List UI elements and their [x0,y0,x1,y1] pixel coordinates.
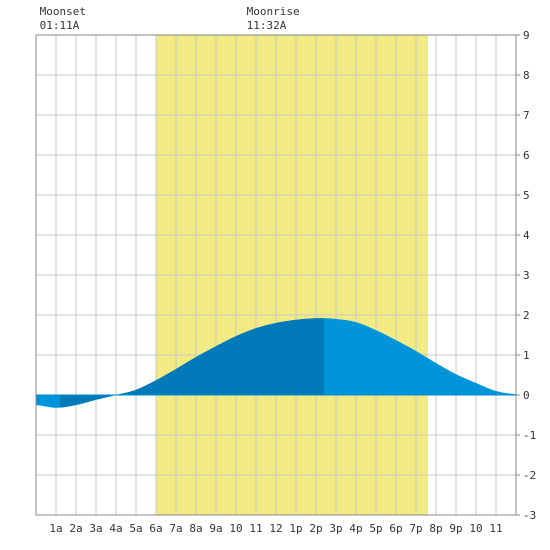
x-tick-label: 11 [249,522,262,535]
x-tick-label: 5p [369,522,382,535]
moon-event-time: 11:32A [247,19,287,32]
x-tick-label: 7a [169,522,182,535]
x-tick-label: 1a [49,522,62,535]
y-axis: -3 -2 -1 0 1 2 3 4 5 6 7 8 9 [516,29,536,522]
x-tick-label: 9p [449,522,462,535]
x-tick-label: 5a [129,522,142,535]
y-tick-label: 8 [523,69,530,82]
y-tick-label: -3 [523,509,536,522]
tide-highlight-area [60,318,324,408]
x-tick-label: 3p [329,522,342,535]
x-tick-label: 8p [429,522,442,535]
x-tick-label: 12 [269,522,282,535]
y-tick-label: 3 [523,269,530,282]
y-tick-label: 9 [523,29,530,42]
y-tick-label: -2 [523,469,536,482]
x-tick-label: 9a [209,522,222,535]
x-tick-label: 4p [349,522,362,535]
moon-event-label: Moonset [40,5,86,18]
y-tick-label: 2 [523,309,530,322]
x-tick-label: 6a [149,522,162,535]
x-tick-label: 2p [309,522,322,535]
y-tick-label: 5 [523,189,530,202]
x-tick-label: 2a [69,522,82,535]
moon-event-time: 01:11A [40,19,80,32]
moon-event-label: Moonrise [247,5,300,18]
tide-area [36,318,516,408]
x-tick-label: 10 [469,522,482,535]
x-tick-label: 1p [289,522,302,535]
y-tick-label: 7 [523,109,530,122]
x-axis: 1a 2a 3a 4a 5a 6a 7a 8a 9a 10 11 12 1p 2p 3p 4p 5p 6p 7p 8p… [49,522,502,535]
y-tick-label: 6 [523,149,530,162]
x-tick-label: 7p [409,522,422,535]
y-tick-label: 0 [523,389,530,402]
x-tick-label: 3a [89,522,102,535]
x-tick-label: 10 [229,522,242,535]
x-tick-label: 11 [489,522,502,535]
x-tick-label: 4a [109,522,122,535]
grid [35,34,517,516]
x-tick-label: 6p [389,522,402,535]
y-tick-label: 4 [523,229,530,242]
y-tick-label: -1 [523,429,536,442]
y-tick-label: 1 [523,349,530,362]
x-tick-label: 8a [189,522,202,535]
